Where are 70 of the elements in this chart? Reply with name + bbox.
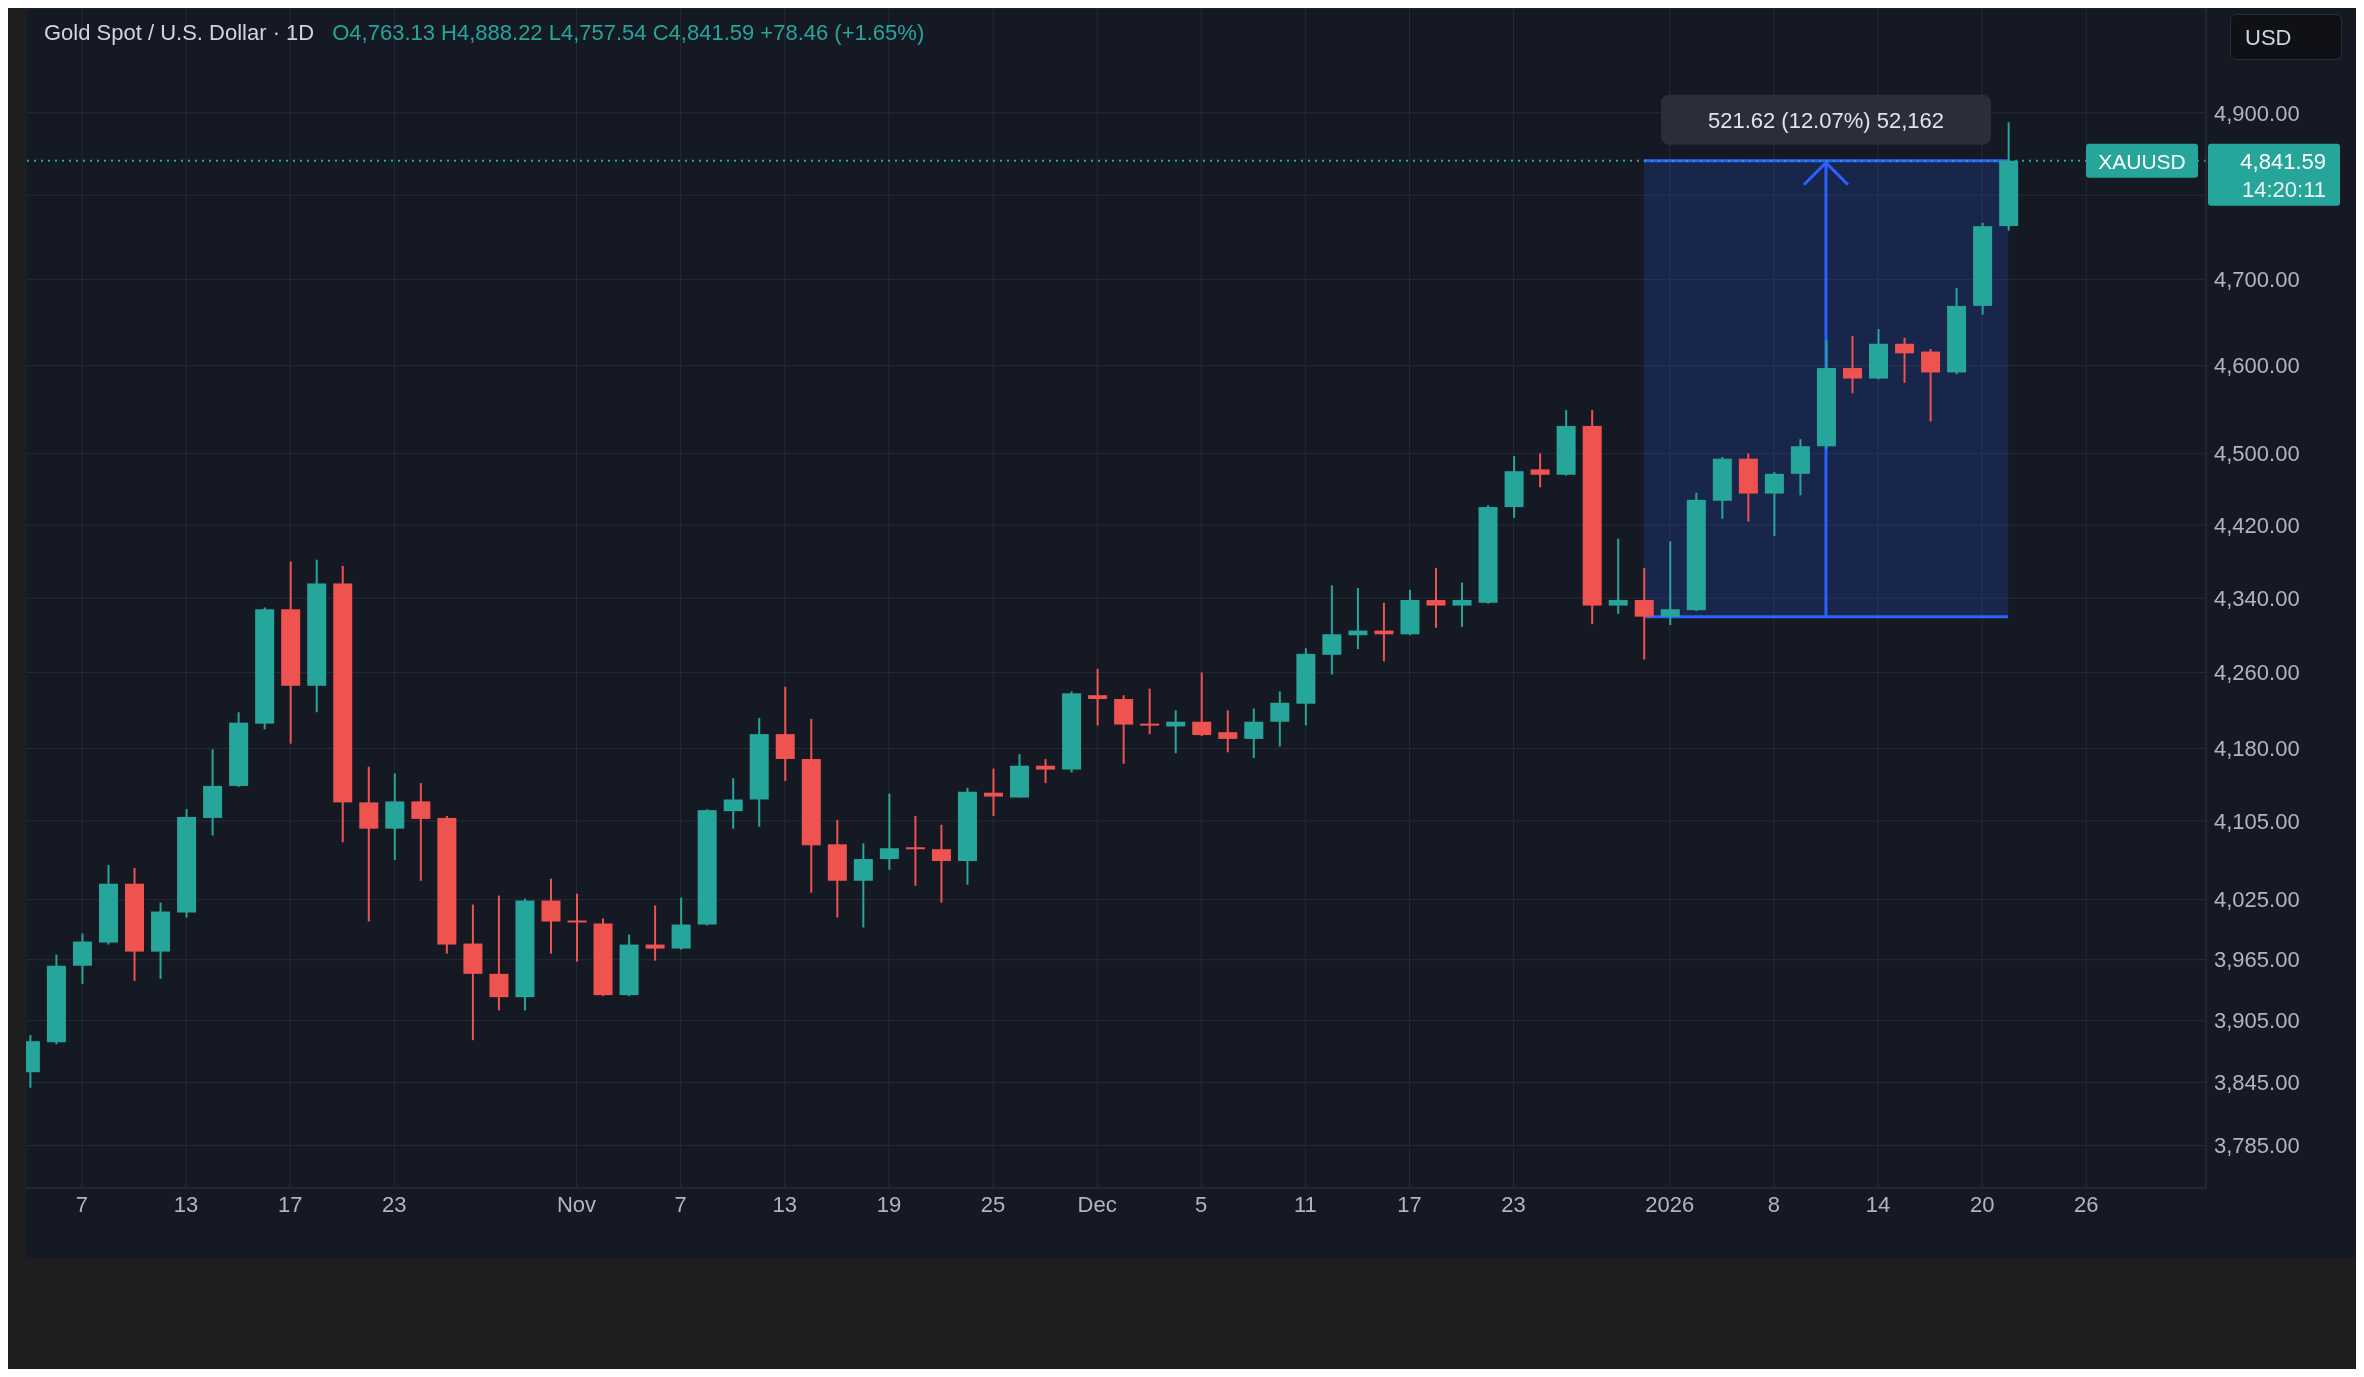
x-tick-label: 14 — [1865, 1191, 1891, 1217]
x-tick-label: Nov — [556, 1191, 597, 1217]
x-tick-label: 20 — [1969, 1191, 1995, 1217]
x-tick-label: 23 — [382, 1191, 407, 1217]
candlestick — [1530, 452, 1550, 489]
measure-label: 521.62 (12.07%) 52,162 — [1660, 94, 1991, 145]
y-tick-label: 3,785.00 — [2214, 1133, 2300, 1159]
x-tick-label: 7 — [674, 1191, 687, 1217]
y-tick-label: 3,965.00 — [2214, 947, 2300, 973]
candlestick — [1244, 707, 1264, 760]
y-axis-title: USD — [2230, 14, 2342, 60]
y-tick-label: 4,180.00 — [2214, 736, 2300, 762]
x-tick-label: 25 — [980, 1191, 1006, 1217]
candlestick — [1218, 709, 1238, 754]
y-tick-label: 4,700.00 — [2214, 267, 2300, 293]
candlestick — [905, 814, 925, 887]
x-tick-label: 13 — [772, 1191, 798, 1217]
text: 14:20:11 — [2241, 176, 2326, 202]
candlestick — [1764, 471, 1784, 537]
ref-line-label: XAUUSD — [2098, 149, 2186, 173]
candlestick — [489, 894, 509, 1012]
candlestick — [931, 823, 951, 904]
text: Gold Spot / U.S. Dollar · 1D — [44, 20, 315, 45]
y-tick-label: 3,845.00 — [2214, 1070, 2300, 1096]
x-tick-label: 17 — [277, 1191, 303, 1217]
annotation: 521.62 (12.07%) 52,162 — [1707, 107, 1944, 133]
y-tick-label: 3,905.00 — [2214, 1008, 2300, 1034]
candlestick — [645, 904, 665, 962]
x-tick-label: 7 — [75, 1191, 89, 1217]
x-tick-label: 2026 — [1645, 1191, 1695, 1217]
text: 4,841.59 — [2240, 148, 2326, 174]
candlestick — [1634, 566, 1654, 661]
y-tick-label: 4,340.00 — [2214, 586, 2300, 611]
y-tick-label: 4,900.00 — [2214, 100, 2300, 126]
candlestick — [1140, 687, 1160, 736]
candlestick — [1895, 336, 1915, 384]
candlestick — [879, 792, 899, 871]
candlestick — [853, 842, 873, 929]
y-tick-label: 4,420.00 — [2214, 512, 2300, 538]
y-tick-label: 4,500.00 — [2214, 441, 2300, 467]
x-tick-label: 23 — [1501, 1191, 1526, 1217]
candlestick — [1921, 347, 1941, 423]
y-tick-label: 4,260.00 — [2214, 660, 2300, 686]
candlestick — [723, 777, 743, 830]
candlestick — [411, 782, 431, 882]
candlestick — [1452, 581, 1472, 628]
x-tick-label: 11 — [1293, 1191, 1317, 1217]
text: O4,763.13 H4,888.22 L4,757.54 C4,841.59 +78.46 (+1.65%) — [332, 20, 925, 45]
x-tick-label: 5 — [1195, 1191, 1208, 1217]
candlestick — [1608, 537, 1628, 615]
candlestick — [1270, 690, 1290, 748]
x-tick-label: Dec — [1077, 1191, 1117, 1217]
y-tick-label: 4,105.00 — [2214, 808, 2300, 834]
candlestick — [1842, 335, 1862, 395]
candlestick — [567, 892, 587, 963]
candlestick — [983, 767, 1003, 817]
candlestick — [1192, 671, 1212, 738]
x-tick-label: 17 — [1397, 1191, 1422, 1217]
candlestick — [1088, 667, 1108, 727]
y-tick-label: 4,600.00 — [2214, 353, 2300, 379]
candlestick — [1660, 540, 1680, 626]
x-tick-label: 26 — [2074, 1191, 2099, 1217]
candlestick — [541, 877, 561, 955]
y-tick-label: 4,025.00 — [2214, 887, 2300, 913]
x-tick-label: 19 — [876, 1191, 902, 1217]
candlestick — [1036, 757, 1056, 785]
x-tick-label: 13 — [173, 1191, 199, 1217]
candlestick — [1426, 566, 1446, 629]
x-tick-label: 8 — [1767, 1191, 1781, 1217]
candlestick — [1322, 584, 1342, 676]
